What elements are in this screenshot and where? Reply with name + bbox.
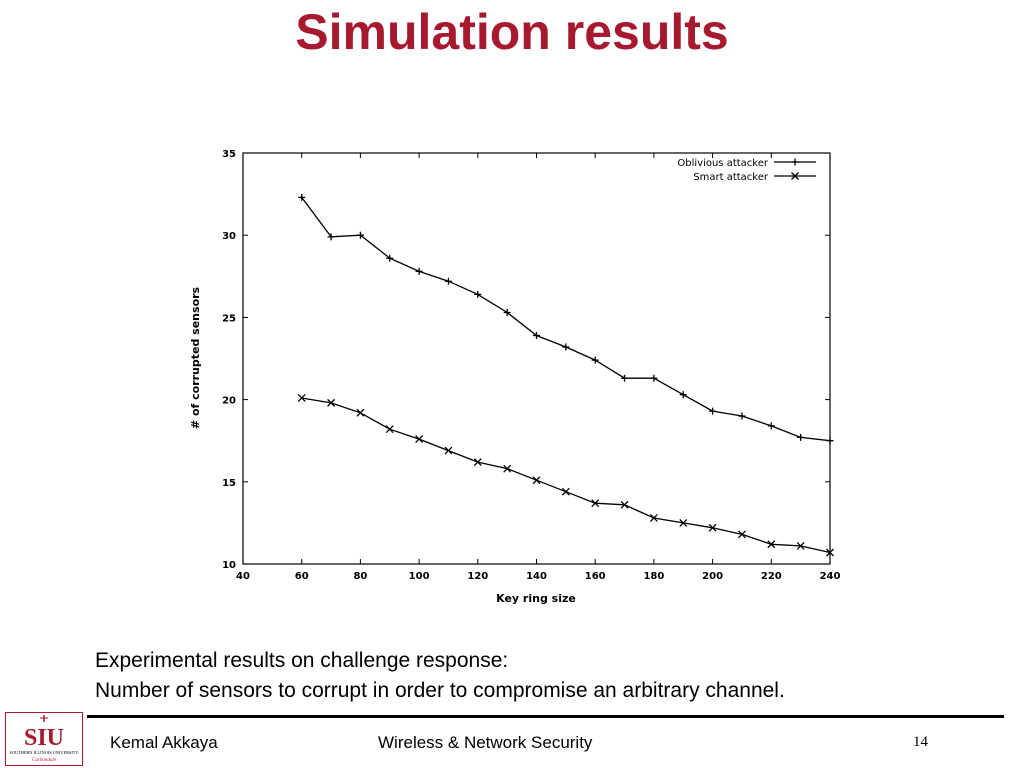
data-point	[444, 446, 453, 455]
x-tick-label: 160	[585, 571, 606, 582]
caption-line-1: Experimental results on challenge respon…	[95, 649, 509, 672]
data-point	[561, 487, 570, 496]
logo-line-1: SOUTHERN ILLINOIS UNIVERSITY	[10, 750, 79, 755]
plot-frame	[242, 152, 831, 565]
chart-series	[297, 193, 834, 557]
data-point	[649, 514, 658, 522]
data-point	[562, 343, 570, 351]
logo-mark: SIU	[24, 725, 64, 751]
data-point	[444, 277, 452, 285]
data-point	[356, 231, 364, 239]
data-point	[738, 412, 746, 420]
x-tick-label: 240	[820, 571, 841, 582]
series-line	[301, 397, 831, 554]
data-point	[620, 500, 629, 509]
slide-caption: Experimental results on challenge respon…	[95, 646, 785, 706]
data-point	[503, 308, 511, 316]
y-tick-label: 10	[222, 560, 236, 571]
data-point	[708, 523, 717, 532]
x-tick-label: 220	[761, 571, 782, 582]
data-point	[415, 267, 423, 275]
data-point	[826, 548, 834, 557]
y-axis-label: # of corrupted sensors	[189, 286, 202, 429]
siu-logo: SIU SOUTHERN ILLINOIS UNIVERSITY Carbond…	[5, 712, 83, 766]
x-tick-label: 200	[702, 571, 723, 582]
x-tick-label: 60	[295, 571, 309, 582]
data-point	[591, 499, 600, 508]
footer-divider	[87, 715, 1004, 718]
data-point	[709, 407, 717, 415]
x-tick-label: 120	[467, 571, 488, 582]
series-smart-attacker	[297, 393, 834, 557]
chart-legend: Oblivious attacker Smart attacker	[677, 158, 816, 183]
data-point	[415, 435, 424, 444]
data-point	[797, 433, 805, 441]
data-point	[532, 476, 541, 485]
data-point	[591, 356, 599, 364]
x-tick-label: 80	[353, 571, 367, 582]
data-point	[679, 518, 688, 527]
logo-line-2: Carbondale	[32, 758, 57, 763]
data-point	[298, 193, 306, 201]
x-axis-label: Key ring size	[496, 592, 576, 605]
legend-marker	[791, 172, 799, 180]
data-point	[297, 393, 306, 402]
series-line	[301, 197, 831, 442]
x-tick-label: 40	[236, 571, 250, 582]
data-point	[737, 530, 746, 539]
data-point	[767, 422, 775, 430]
y-tick-label: 15	[222, 478, 236, 489]
data-point	[650, 374, 658, 382]
slide-title: Simulation results	[295, 4, 729, 60]
y-tick-label: 20	[222, 396, 236, 407]
x-tick-label: 100	[409, 571, 430, 582]
data-point	[503, 464, 512, 473]
data-point	[327, 233, 335, 241]
footer-page-number: 14	[913, 734, 928, 750]
data-point	[473, 458, 482, 467]
legend-label: Smart attacker	[693, 172, 769, 183]
x-tick-label: 180	[643, 571, 664, 582]
line-chart: 40 60 80 100 120 140 160 180 200 220 240 10 15 20 25 30…	[189, 149, 840, 605]
data-point	[621, 374, 629, 382]
y-tick-label: 25	[222, 313, 236, 324]
series-oblivious-attacker	[298, 193, 834, 445]
data-point	[767, 540, 776, 549]
data-point	[474, 290, 482, 298]
x-tick-label: 140	[526, 571, 547, 582]
data-point	[533, 331, 540, 339]
chart-axes: 40 60 80 100 120 140 160 180 200 220 240 10 15 20 25 30…	[222, 149, 840, 582]
legend-label: Oblivious attacker	[677, 158, 768, 169]
data-point	[386, 254, 394, 262]
y-tick-label: 30	[222, 231, 236, 242]
data-point	[796, 541, 805, 550]
legend-marker	[791, 158, 799, 166]
data-point	[385, 425, 394, 434]
y-tick-label: 35	[222, 149, 236, 160]
footer-author: Kemal Akkaya	[110, 733, 218, 752]
caption-line-2: Number of sensors to corrupt in order to…	[95, 679, 785, 702]
data-point	[826, 437, 834, 445]
data-point	[356, 408, 365, 417]
data-point	[679, 391, 687, 399]
footer-course: Wireless & Network Security	[378, 733, 593, 752]
data-point	[327, 398, 336, 407]
